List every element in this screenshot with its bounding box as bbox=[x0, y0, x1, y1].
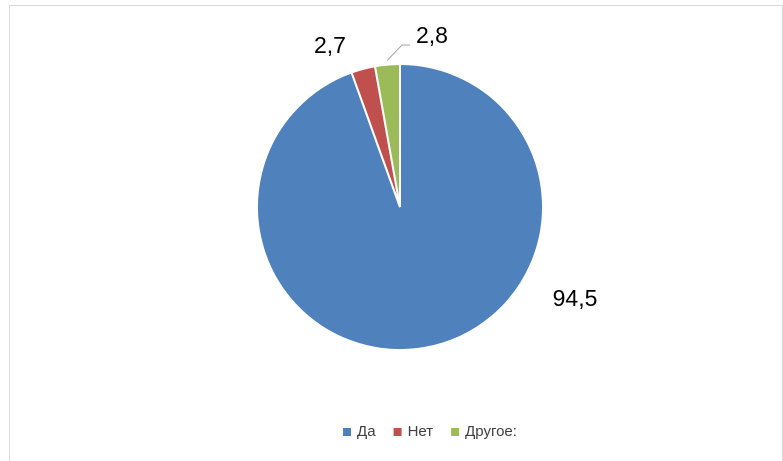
leader-line bbox=[386, 44, 410, 61]
legend-label: Да bbox=[357, 423, 376, 440]
data-label: 94,5 bbox=[553, 285, 598, 311]
legend-label: Нет bbox=[408, 423, 434, 440]
data-label: 2,8 bbox=[416, 22, 448, 48]
pie-slice bbox=[373, 62, 401, 208]
legend-swatch bbox=[393, 428, 402, 436]
legend-swatch bbox=[451, 428, 460, 436]
legend: Да Нет Другое: bbox=[343, 423, 517, 440]
pie: 94,5 2,7 2,8 bbox=[256, 22, 598, 351]
pie-slice bbox=[256, 62, 544, 351]
legend-label: Другое: bbox=[465, 423, 517, 440]
legend-swatch bbox=[343, 428, 352, 436]
data-label: 2,7 bbox=[314, 32, 346, 58]
